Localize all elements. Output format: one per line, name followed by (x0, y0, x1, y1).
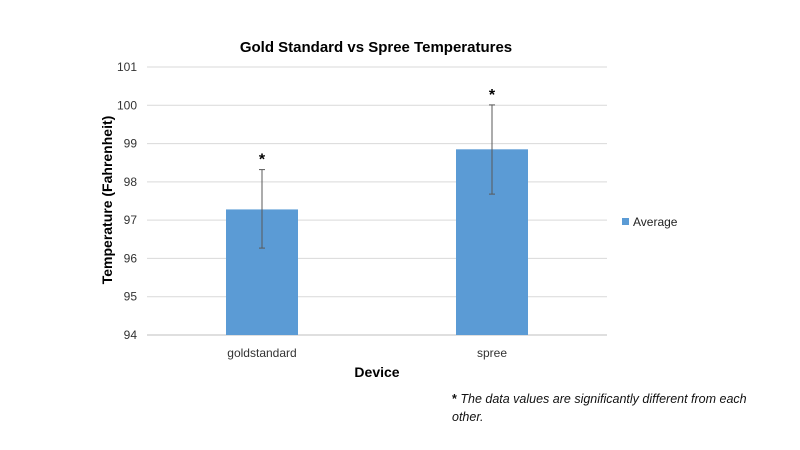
y-axis-title: Temperature (Fahrenheit) (99, 116, 115, 285)
x-axis-title: Device (354, 364, 399, 380)
legend: Average (622, 215, 678, 229)
y-tick-label: 98 (124, 175, 138, 189)
legend-swatch (622, 218, 629, 225)
y-tick-label: 94 (124, 328, 138, 342)
footnote-star: * (452, 392, 457, 406)
legend-label-average: Average (633, 215, 678, 229)
y-tick-label: 95 (124, 290, 138, 304)
y-axis-ticks: 94 95 96 97 98 99 100 101 (117, 60, 137, 342)
gridlines (147, 66, 607, 336)
footnote-text: The data values are significantly differ… (452, 392, 747, 424)
y-tick-label: 100 (117, 98, 137, 112)
x-axis-ticks: goldstandard spree (227, 346, 507, 360)
y-tick-label: 101 (117, 60, 137, 74)
significance-mark: * (489, 87, 496, 104)
significance-mark: * (259, 152, 266, 169)
footnote: * The data values are significantly diff… (452, 390, 752, 426)
bars: ** (226, 87, 528, 335)
x-tick-label: goldstandard (227, 346, 296, 360)
y-tick-label: 97 (124, 213, 138, 227)
chart-title: Gold Standard vs Spree Temperatures (240, 39, 512, 56)
x-tick-label: spree (477, 346, 507, 360)
y-tick-label: 96 (124, 251, 138, 265)
y-tick-label: 99 (124, 137, 138, 151)
